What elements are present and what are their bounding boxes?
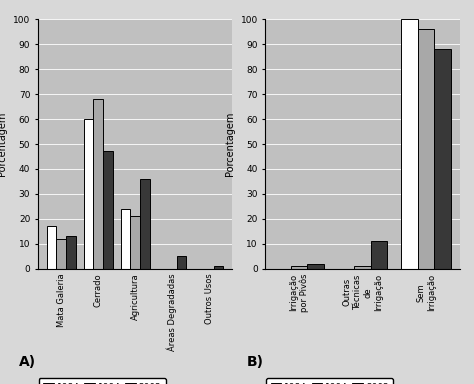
Bar (177, 257, 186, 269)
Bar (130, 217, 140, 269)
Y-axis label: Porcentagem: Porcentagem (0, 112, 8, 176)
Legend: 1984, 1994, 2002: 1984, 1994, 2002 (38, 378, 166, 384)
Bar (291, 266, 307, 269)
Bar (401, 19, 418, 269)
Bar (140, 179, 149, 269)
Bar (214, 266, 223, 269)
Bar (47, 227, 56, 269)
Bar (66, 237, 75, 269)
Bar (307, 264, 324, 269)
Text: B): B) (246, 355, 264, 369)
Bar (418, 29, 435, 269)
Bar (56, 239, 66, 269)
Bar (121, 209, 130, 269)
Y-axis label: Porcentagem: Porcentagem (225, 112, 235, 176)
Bar (355, 266, 371, 269)
Bar (435, 49, 451, 269)
Bar (103, 152, 112, 269)
Bar (93, 99, 103, 269)
Bar (84, 119, 93, 269)
Bar (371, 242, 387, 269)
Legend: 1984, 1994, 2002: 1984, 1994, 2002 (266, 378, 393, 384)
Text: A): A) (19, 355, 36, 369)
